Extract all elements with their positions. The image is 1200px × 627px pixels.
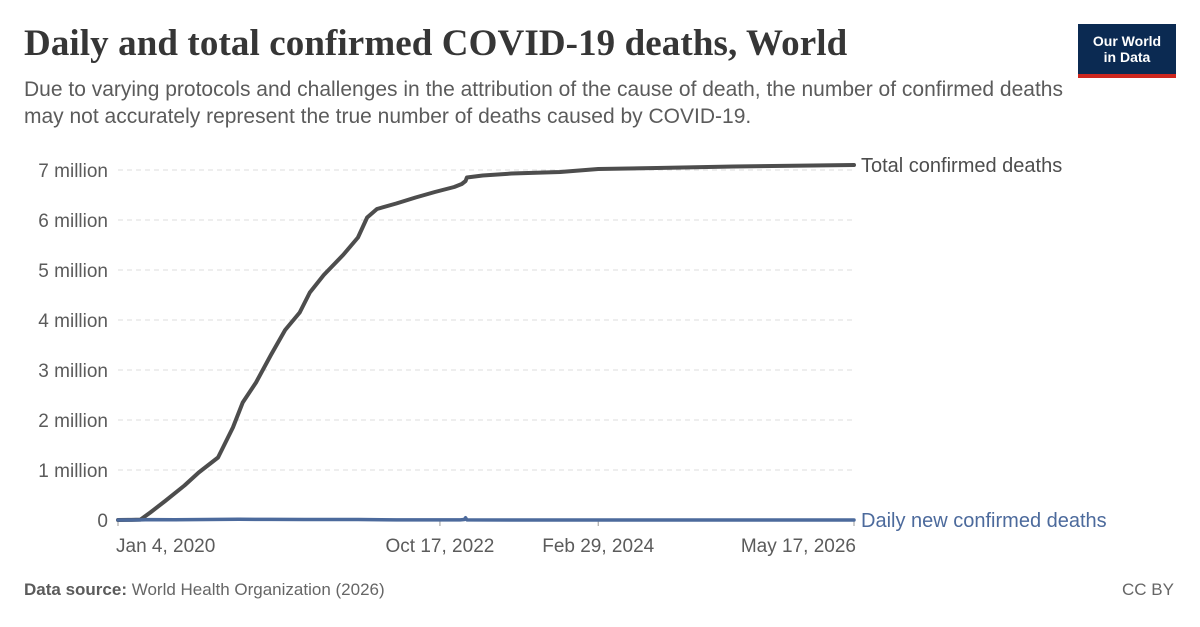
logo-line-2: in Data <box>1103 49 1151 65</box>
logo-text: Our World in Data <box>1082 33 1172 65</box>
y-tick-label: 2 million <box>38 411 108 432</box>
series-label-daily-new-confirmed-deaths: Daily new confirmed deaths <box>861 510 1107 532</box>
y-tick-label: 3 million <box>38 361 108 382</box>
our-world-in-data-logo[interactable]: Our World in Data <box>1078 24 1176 78</box>
series-line-total-confirmed-deaths <box>116 163 856 522</box>
x-tick-label: Jan 4, 2020 <box>116 536 215 557</box>
series-label-total-confirmed-deaths: Total confirmed deaths <box>861 155 1062 177</box>
y-tick-label: 6 million <box>38 211 108 232</box>
x-tick-label: Oct 17, 2022 <box>386 536 495 557</box>
y-tick-label: 0 <box>97 511 108 532</box>
logo-line-1: Our World <box>1092 33 1162 49</box>
data-source-label: Data source: <box>24 580 127 599</box>
data-source: Data source: World Health Organization (… <box>24 580 385 600</box>
series-line-daily-new-confirmed-deaths <box>116 516 856 522</box>
y-tick-label: 5 million <box>38 261 108 282</box>
chart-subtitle: Due to varying protocols and challenges … <box>24 78 1063 128</box>
license-label[interactable]: CC BY <box>1122 580 1174 599</box>
x-tick-label: May 17, 2026 <box>741 536 856 557</box>
y-tick-label: 4 million <box>38 311 108 332</box>
y-tick-label: 1 million <box>38 461 108 482</box>
y-tick-label: 7 million <box>38 161 108 182</box>
chart-title: Daily and total confirmed COVID-19 death… <box>24 23 848 64</box>
data-source-text: World Health Organization (2026) <box>131 580 385 599</box>
x-tick-label: Feb 29, 2024 <box>542 536 654 557</box>
